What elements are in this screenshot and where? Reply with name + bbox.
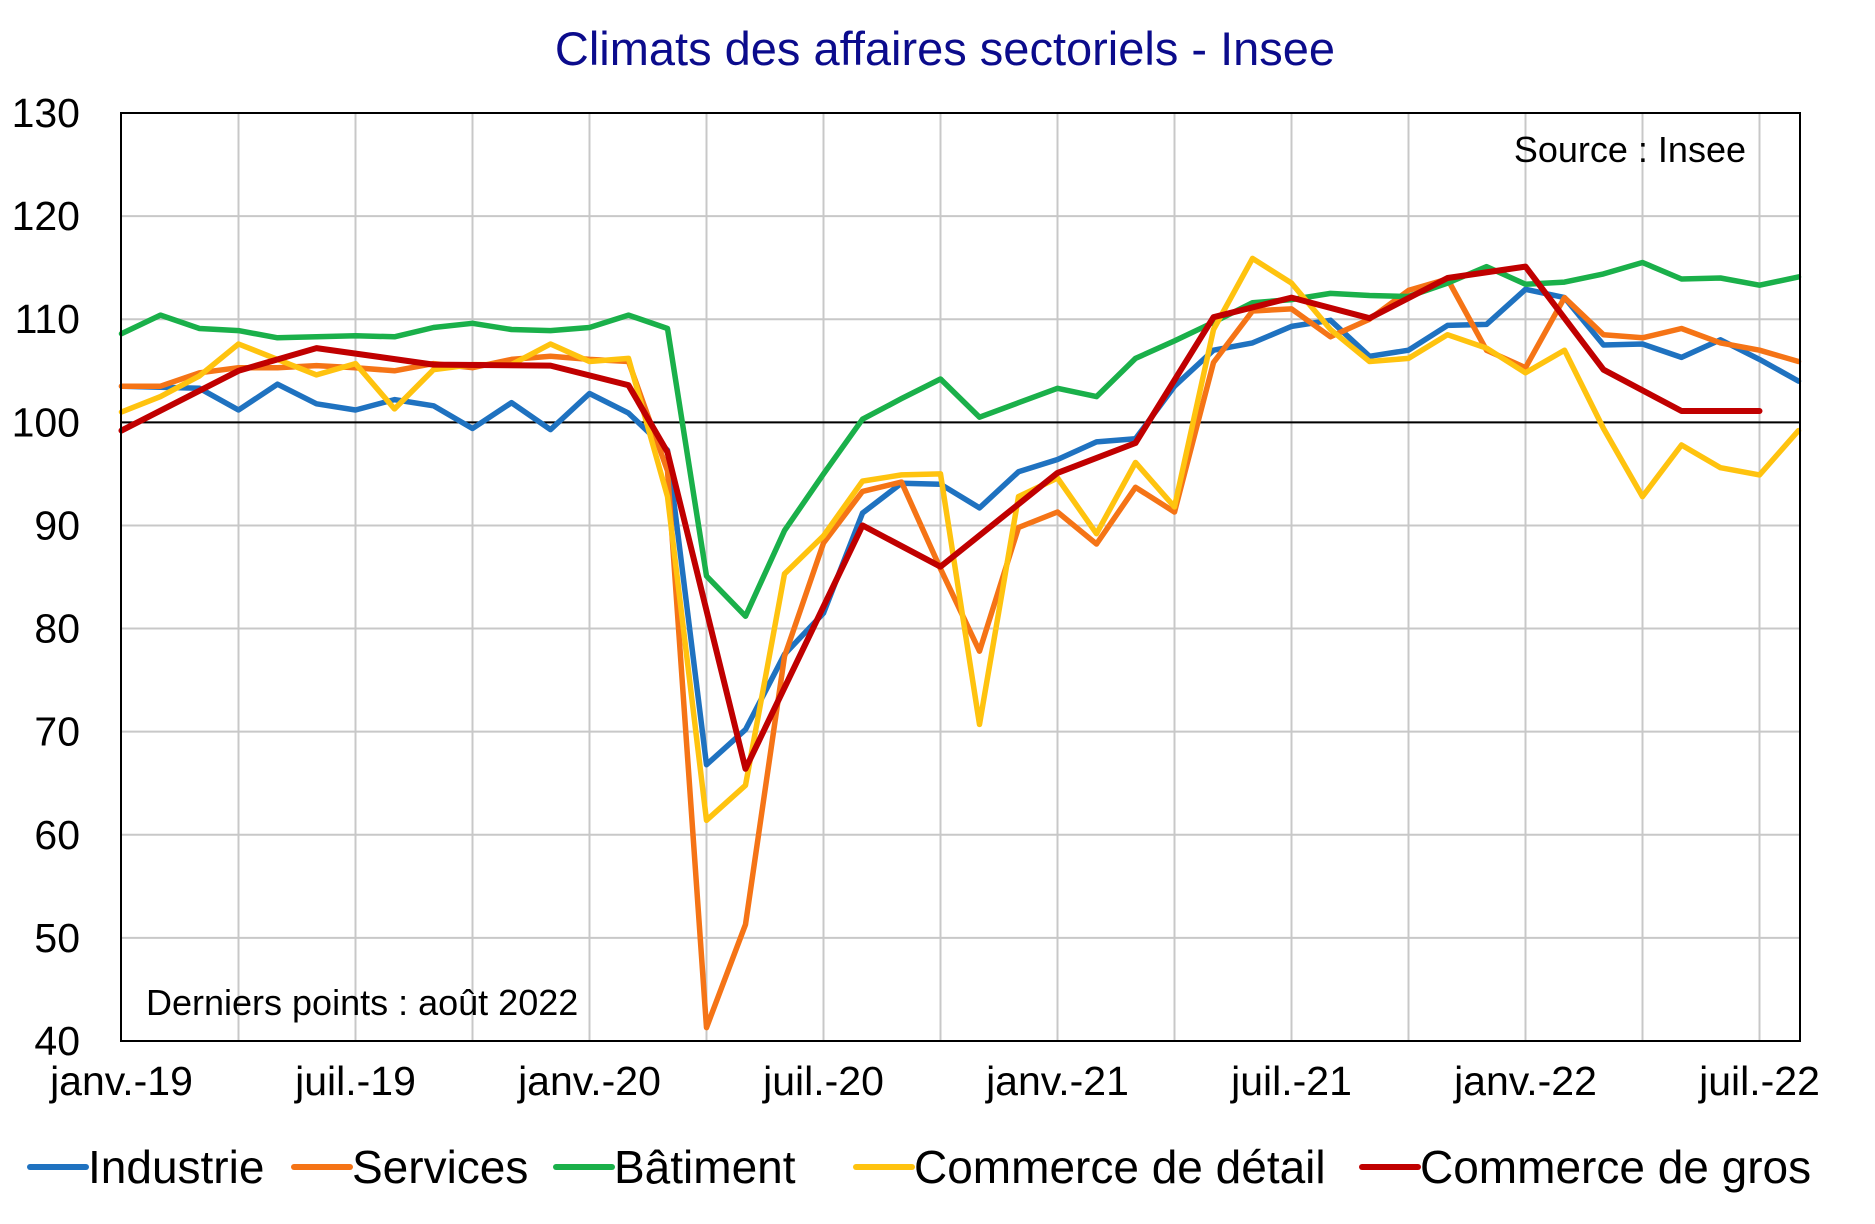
y-tick-label: 40	[34, 1018, 80, 1064]
x-axis-tick-labels: janv.-19 juil.-19 janv.-20 juil.-20 janv.-21…	[49, 1058, 1820, 1104]
legend-item-2: Services	[291, 1141, 528, 1193]
series-line-2	[118, 276, 1802, 1031]
x-tick-label: janv.-22	[1453, 1058, 1597, 1104]
y-tick-label: 130	[12, 90, 80, 136]
plot-frame	[120, 112, 1801, 1042]
y-tick-label: 70	[34, 709, 80, 755]
y-tick-label: 60	[34, 812, 80, 858]
x-tick-label: janv.-20	[517, 1058, 661, 1104]
legend-label: Industrie	[88, 1141, 264, 1193]
x-tick-label: janv.-21	[985, 1058, 1129, 1104]
x-tick-label: juil.-21	[1230, 1058, 1352, 1104]
legend-item-3: Bâtiment	[553, 1141, 796, 1193]
last-points-note: Derniers points : août 2022	[146, 982, 578, 1023]
x-tick-label: juil.-22	[1698, 1058, 1820, 1104]
legend-label: Commerce de gros	[1420, 1141, 1811, 1193]
y-tick-label: 90	[34, 502, 80, 548]
y-tick-label: 120	[12, 193, 80, 239]
x-tick-label: juil.-20	[762, 1058, 884, 1104]
series-line-3	[118, 259, 1802, 619]
series-lines	[118, 255, 1802, 1031]
legend-item-4: Commerce de détail	[853, 1141, 1326, 1193]
series-line-4	[118, 255, 1802, 824]
legend-label: Bâtiment	[614, 1141, 796, 1193]
legend-item-1: Industrie	[27, 1141, 264, 1193]
series-line-5	[118, 263, 1763, 772]
grid	[121, 113, 1800, 1041]
legend-label: Commerce de détail	[914, 1141, 1326, 1193]
x-tick-label: janv.-19	[49, 1058, 193, 1104]
legend-item-5: Commerce de gros	[1359, 1141, 1811, 1193]
y-tick-label: 100	[12, 399, 80, 445]
y-tick-label: 110	[15, 296, 80, 342]
x-tick-label: juil.-19	[294, 1058, 416, 1104]
source-note: Source : Insee	[1514, 129, 1746, 170]
y-axis-tick-labels: 40 50 60 70 80 90 100 110 120 130	[12, 90, 80, 1064]
legend-label: Services	[352, 1141, 528, 1193]
y-tick-label: 80	[34, 606, 80, 652]
legend: Industrie Services Bâtiment Commerce de dét…	[27, 1141, 1811, 1193]
chart-title: Climats des affaires sectoriels - Insee	[555, 22, 1335, 75]
y-tick-label: 50	[34, 915, 80, 961]
